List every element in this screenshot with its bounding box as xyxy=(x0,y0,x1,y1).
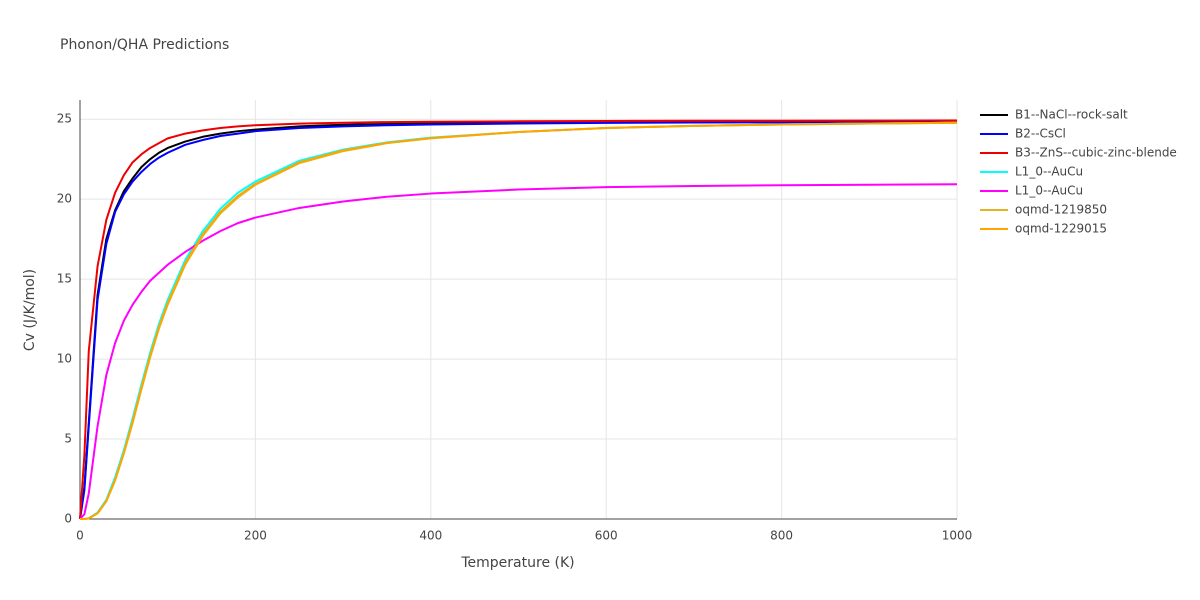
x-axis-title: Temperature (K) xyxy=(460,555,574,571)
legend-label: B1--NaCl--rock-salt xyxy=(1015,108,1128,122)
legend-label: B2--CsCl xyxy=(1015,127,1066,141)
x-tick-label: 400 xyxy=(419,529,442,543)
legend-label: oqmd-1229015 xyxy=(1015,222,1107,236)
y-tick-label: 10 xyxy=(57,352,72,366)
series-line xyxy=(79,183,958,520)
series-line xyxy=(79,120,958,520)
series-line xyxy=(80,121,958,520)
chart-title: Phonon/QHA Predictions xyxy=(60,37,229,53)
series-line xyxy=(80,121,958,520)
series-line xyxy=(79,119,958,520)
x-tick-label: 200 xyxy=(244,529,267,543)
legend-label: oqmd-1219850 xyxy=(1015,203,1107,217)
series-line xyxy=(79,121,958,520)
x-tick-label: 0 xyxy=(76,529,84,543)
y-tick-label: 20 xyxy=(57,192,72,206)
legend-label: L1_0--AuCu xyxy=(1015,184,1083,198)
x-tick-label: 1000 xyxy=(942,529,973,543)
y-axis-title: Cv (J/K/mol) xyxy=(22,269,38,351)
y-tick-label: 5 xyxy=(64,432,72,446)
x-tick-label: 600 xyxy=(595,529,618,543)
x-tick-label: 800 xyxy=(770,529,793,543)
legend-label: L1_0--AuCu xyxy=(1015,165,1083,179)
legend-label: B3--ZnS--cubic-zinc-blende xyxy=(1015,146,1177,160)
series-line xyxy=(80,121,958,520)
y-tick-label: 15 xyxy=(57,272,72,286)
y-tick-label: 25 xyxy=(57,112,72,126)
y-tick-label: 0 xyxy=(64,512,72,526)
